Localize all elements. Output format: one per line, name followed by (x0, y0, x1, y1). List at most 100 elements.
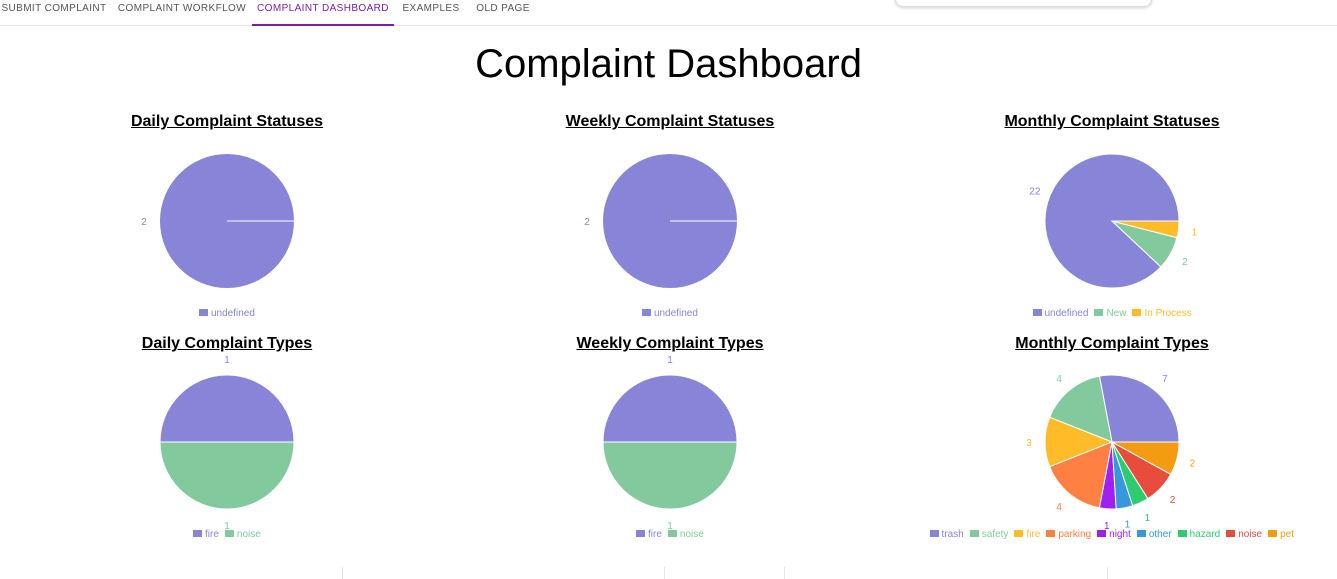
legend-swatch (1268, 530, 1278, 537)
legend-daily-types: fire noise (190, 529, 264, 540)
legend-swatch (969, 530, 979, 537)
legend-label: undefined (654, 308, 698, 319)
legend-swatch (1094, 309, 1104, 316)
legend-item-fire[interactable]: fire (1014, 529, 1040, 540)
legend-swatch (1177, 530, 1187, 537)
pie-chart-weekly-types: 11 (602, 355, 738, 532)
pie-slice-in-process[interactable] (1111, 220, 1180, 239)
chart-title-monthly-statuses: Monthly Complaint Statuses (1004, 113, 1220, 130)
legend-item-in-process[interactable]: In Process (1132, 308, 1192, 319)
pie-slice-trash[interactable] (1098, 374, 1180, 443)
legend-label: night (1109, 529, 1131, 540)
legend-label: hazard (1189, 529, 1221, 540)
search-input[interactable] (895, 0, 1152, 7)
legend-label: noise (679, 529, 704, 540)
slice-value-label: 2 (1170, 495, 1176, 506)
legend-item-new[interactable]: New (1094, 308, 1126, 319)
legend-item-undefined[interactable]: undefined (1032, 308, 1089, 319)
slice-value-label: 1 (1192, 227, 1198, 238)
legend-swatch (193, 530, 202, 537)
legend-swatch (224, 530, 234, 537)
chart-title-weekly-types: Weekly Complaint Types (576, 335, 764, 352)
tab-examples[interactable]: EXAMPLES (402, 3, 460, 14)
tab-complaint-workflow[interactable]: COMPLAINT WORKFLOW (117, 3, 247, 14)
slice-value-label: 1 (667, 521, 673, 532)
legend-item-fire[interactable]: fire (193, 529, 219, 540)
legend-label: parking (1058, 529, 1092, 540)
legend-item-safety[interactable]: safety (969, 529, 1009, 540)
legend-monthly-types: trash safety fire parking night other hazard no… (927, 529, 1298, 540)
legend-item-noise[interactable]: noise (667, 529, 704, 540)
pie-chart-daily-types: 11 (159, 355, 295, 532)
slice-value-label: 1 (224, 355, 230, 366)
legend-monthly-statuses: undefined New In Process (1030, 308, 1195, 319)
pie-chart-daily-statuses: 2 (141, 154, 294, 288)
legend-swatch (1014, 530, 1024, 537)
legend-swatch (667, 530, 677, 537)
legend-item-undefined[interactable]: undefined (642, 308, 698, 319)
legend-label: other (1148, 529, 1172, 540)
page-title: Complaint Dashboard (475, 42, 862, 86)
legend-swatch (1136, 530, 1146, 537)
legend-label: undefined (1044, 308, 1089, 319)
pie-slice-safety[interactable] (1049, 375, 1113, 443)
legend-daily-statuses: undefined (196, 308, 258, 319)
divider (342, 567, 343, 579)
legend-label: In Process (1144, 308, 1192, 319)
pie-slice-fire[interactable] (602, 374, 738, 443)
legend-item-noise[interactable]: noise (224, 529, 261, 540)
legend-swatch (636, 530, 645, 537)
slice-value-label: 1 (1104, 521, 1110, 532)
legend-label: fire (648, 529, 662, 540)
divider (784, 567, 785, 579)
slice-value-label: 2 (141, 217, 147, 228)
legend-swatch (1097, 530, 1107, 537)
pie-chart-weekly-statuses: 2 (584, 154, 737, 288)
legend-label: undefined (211, 308, 255, 319)
legend-item-pet[interactable]: pet (1268, 529, 1294, 540)
legend-weekly-statuses: undefined (639, 308, 701, 319)
divider (1107, 567, 1108, 579)
chart-title-daily-statuses: Daily Complaint Statuses (130, 113, 324, 130)
legend-label: fire (1026, 529, 1041, 540)
slice-value-label: 4 (1056, 374, 1062, 385)
legend-item-hazard[interactable]: hazard (1177, 529, 1221, 540)
pie-slice-parking[interactable] (1049, 441, 1113, 509)
legend-swatch (1226, 530, 1236, 537)
slice-value-label: 4 (1056, 502, 1062, 513)
legend-item-night[interactable]: night (1097, 529, 1131, 540)
legend-swatch (1132, 309, 1142, 316)
legend-item-trash[interactable]: trash (929, 529, 964, 540)
slice-value-label: 2 (1182, 257, 1188, 268)
pie-slice-pet[interactable] (1111, 441, 1180, 475)
legend-weekly-types: fire noise (633, 529, 707, 540)
slice-value-label: 2 (1190, 459, 1196, 470)
legend-item-undefined[interactable]: undefined (199, 308, 255, 319)
divider (664, 567, 665, 579)
chart-title-daily-types: Daily Complaint Types (141, 335, 313, 352)
tab-old-page[interactable]: OLD PAGE (476, 3, 530, 14)
legend-label: noise (236, 529, 261, 540)
legend-label: pet (1280, 529, 1295, 540)
legend-item-parking[interactable]: parking (1046, 529, 1091, 540)
tab-complaint-dashboard[interactable]: COMPLAINT DASHBOARD (252, 0, 394, 26)
legend-label: trash (941, 529, 964, 540)
chart-title-monthly-types: Monthly Complaint Types (1015, 335, 1209, 352)
legend-swatch (199, 309, 208, 316)
slice-value-label: 3 (1026, 438, 1032, 449)
legend-item-other[interactable]: other (1136, 529, 1172, 540)
legend-label: fire (205, 529, 219, 540)
legend-item-noise[interactable]: noise (1226, 529, 1262, 540)
tab-submit-complaint[interactable]: SUBMIT COMPLAINT (1, 3, 107, 14)
legend-item-fire[interactable]: fire (636, 529, 662, 540)
pie-slice-fire[interactable] (159, 374, 295, 443)
slice-value-label: 22 (1029, 186, 1041, 197)
pie-slice-noise[interactable] (602, 441, 738, 510)
top-navigation: SUBMIT COMPLAINT COMPLAINT WORKFLOW COMP… (0, 0, 1337, 26)
pie-slice-noise[interactable] (159, 441, 295, 510)
pie-chart-monthly-types: 7 4 3 4 1 1 1 2 2 (1026, 374, 1196, 532)
slice-value-label: 1 (1145, 513, 1151, 524)
legend-label: safety (981, 529, 1009, 540)
slice-value-label: 7 (1162, 374, 1168, 385)
